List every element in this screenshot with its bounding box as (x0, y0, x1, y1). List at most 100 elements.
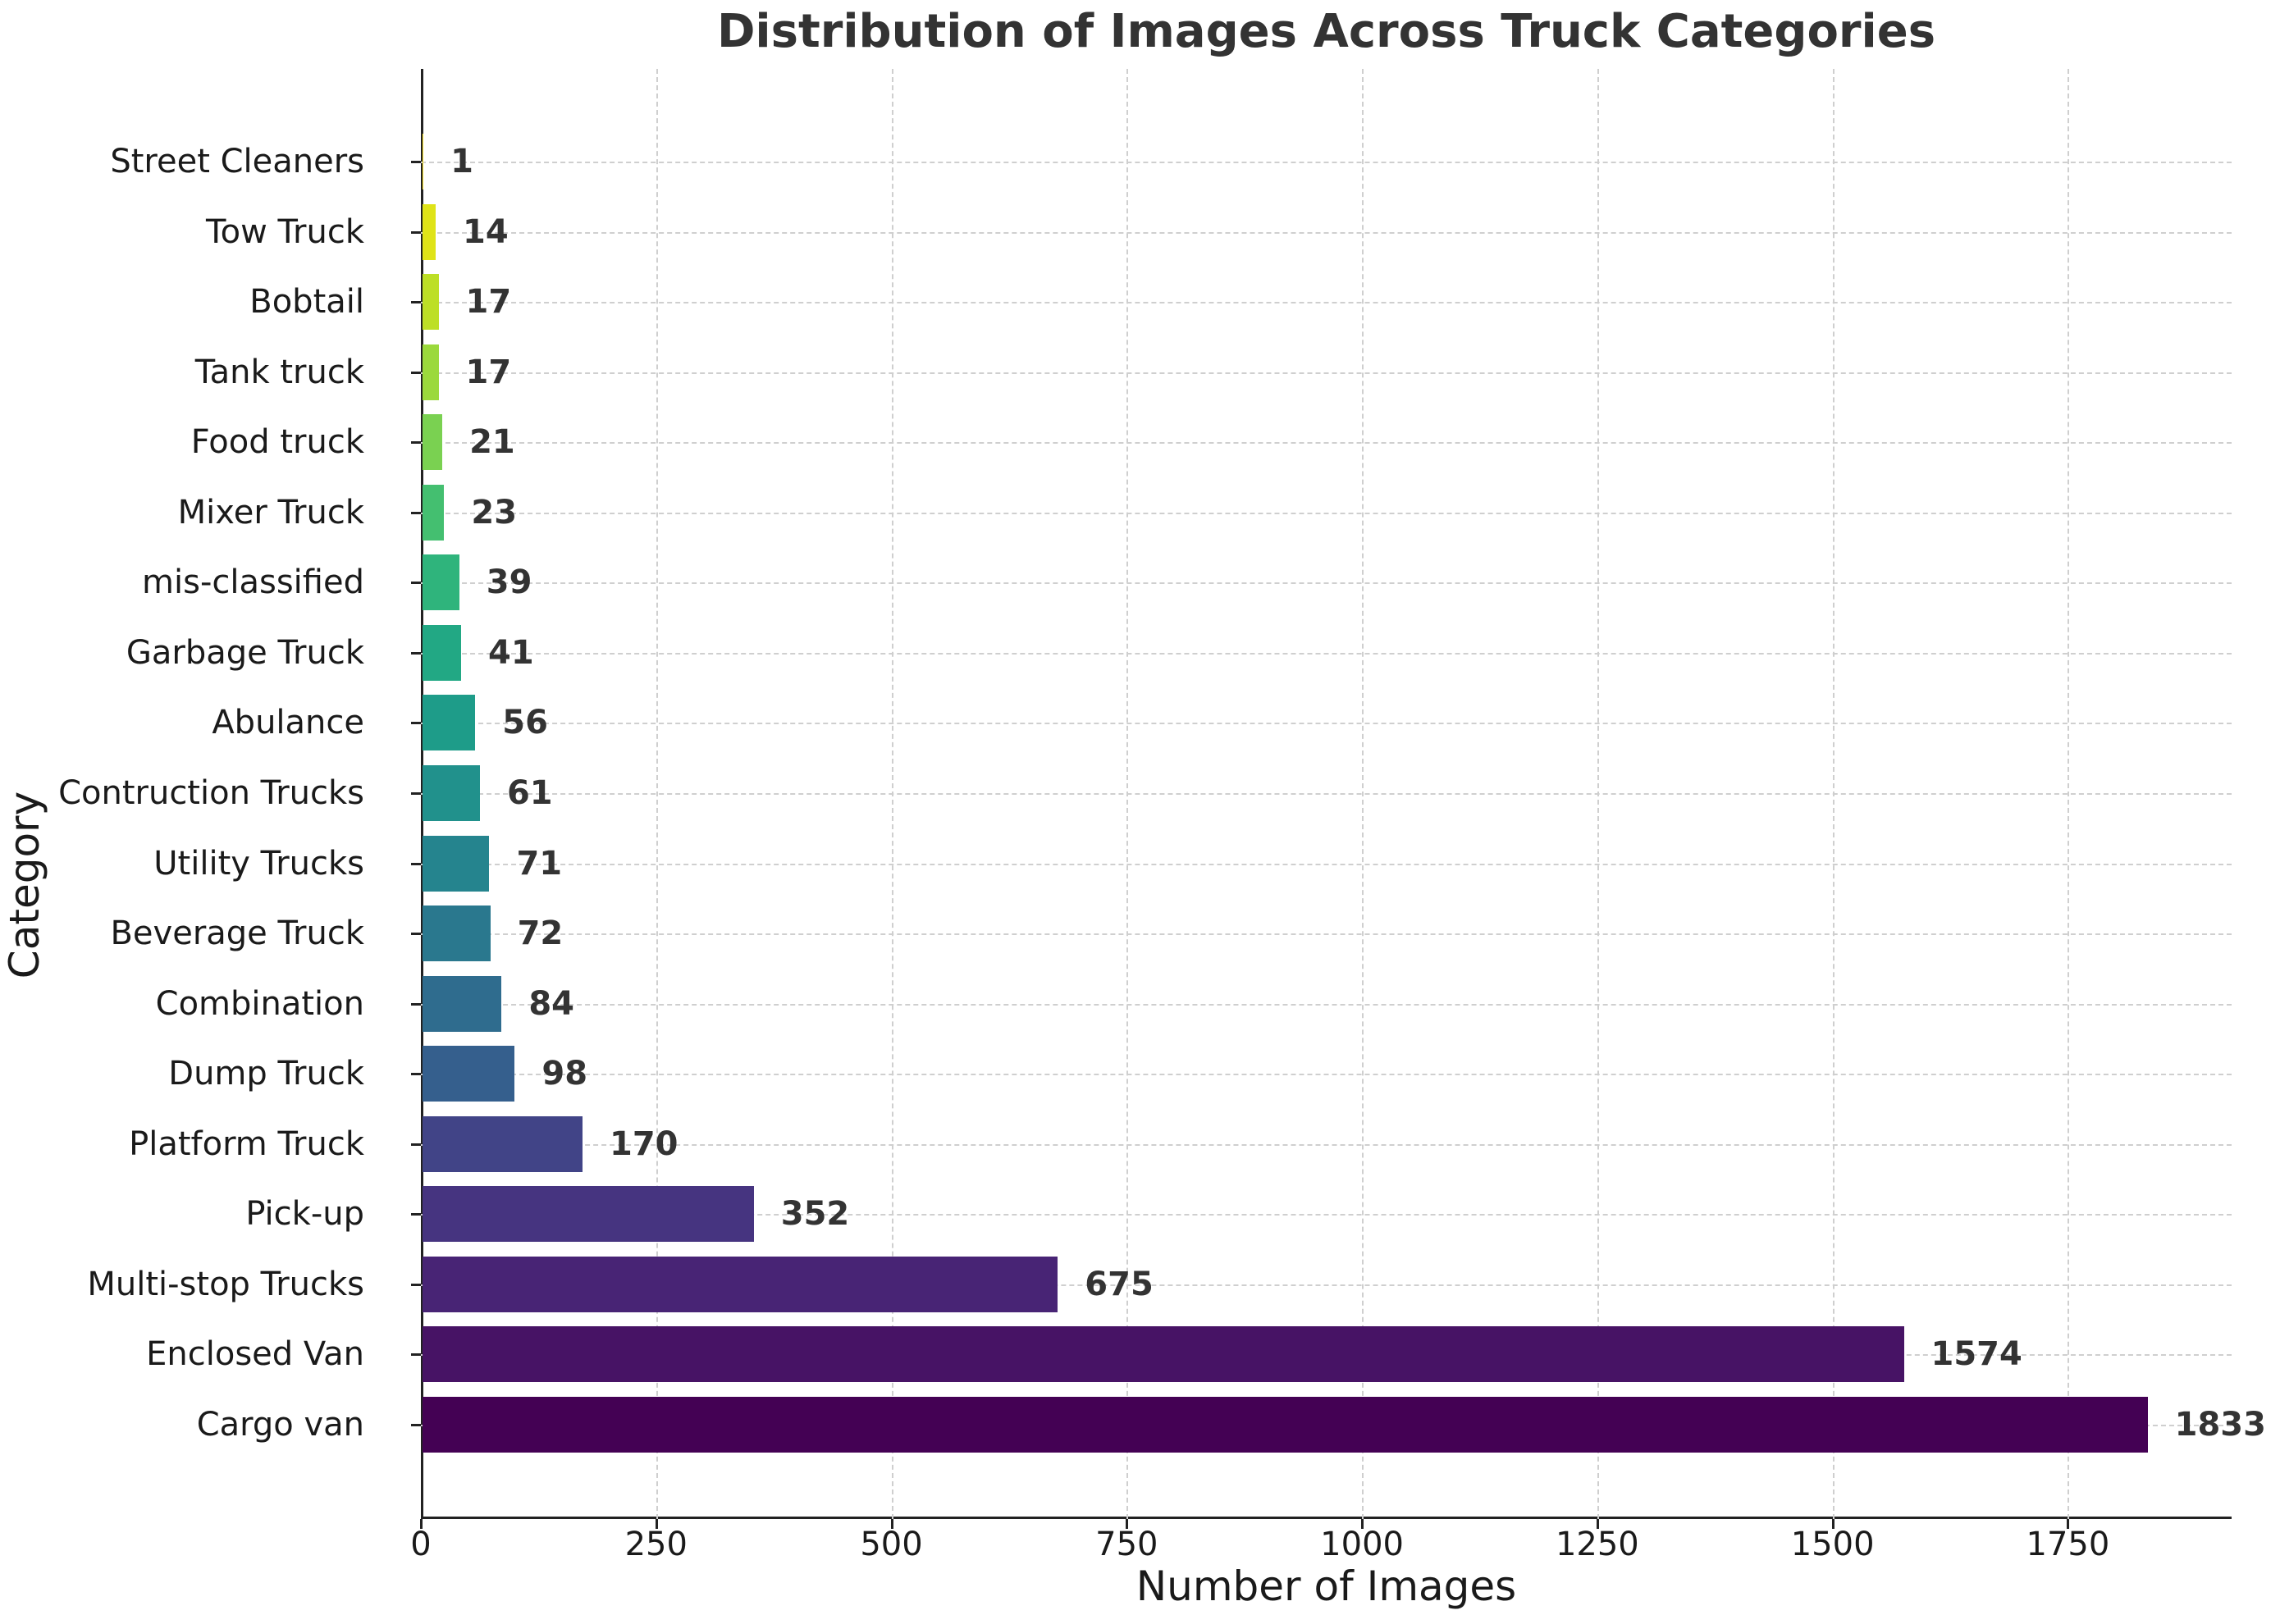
y-tick-mark (411, 301, 421, 304)
x-tick-mark (2067, 1519, 2070, 1529)
bar-value-label: 17 (465, 353, 512, 391)
y-tick-mark (411, 1283, 421, 1286)
x-tick-mark (1596, 1519, 1599, 1529)
y-tick-label: Tank truck (194, 353, 364, 391)
plot-area: 1833 Cargo van 1574 Enclosed Van 675 Multi-st… (58, 69, 2266, 1529)
bar-value-label: 17 (465, 283, 512, 322)
bar-value-label: 1574 (1930, 1335, 2022, 1374)
horizontal-gridline (421, 162, 2232, 163)
y-tick-mark (411, 722, 421, 725)
bar (423, 414, 443, 471)
x-axis-title: Number of Images (1135, 1562, 1517, 1610)
bar-value-label: 71 (516, 844, 563, 883)
x-tick-label: 1750 (2026, 1526, 2110, 1563)
horizontal-gridline (421, 231, 2232, 234)
bar-value-label: 56 (502, 704, 548, 742)
bar (423, 554, 459, 611)
horizontal-gridline (421, 652, 2232, 655)
y-tick-mark (411, 230, 421, 234)
bar-value-label: 21 (469, 423, 515, 462)
x-tick-mark (890, 1519, 893, 1529)
bar-value-label: 39 (486, 563, 532, 602)
bar-value-label: 61 (506, 774, 553, 812)
x-tick-label: 1500 (1790, 1526, 1875, 1563)
bar (423, 1115, 583, 1172)
horizontal-gridline (421, 442, 2232, 445)
y-tick-label: Beverage Truck (110, 915, 364, 953)
bar (423, 1256, 1058, 1312)
bar (423, 975, 502, 1032)
y-tick-label: Platform Truck (129, 1124, 364, 1163)
x-tick-mark (1361, 1519, 1364, 1529)
bar-value-label: 23 (471, 493, 518, 531)
x-tick-label: 250 (624, 1526, 688, 1563)
y-tick-mark (411, 1353, 421, 1357)
bar-value-label: 675 (1085, 1265, 1154, 1303)
y-tick-label: Enclosed Van (146, 1335, 364, 1374)
x-tick-label: 0 (410, 1526, 432, 1563)
bar (423, 1046, 515, 1102)
bar (423, 1397, 2148, 1453)
bar (423, 835, 490, 892)
y-tick-mark (411, 1143, 421, 1146)
y-tick-label: Bobtail (249, 283, 364, 322)
bar (423, 484, 445, 541)
bar (423, 765, 480, 821)
y-tick-label: Utility Trucks (153, 844, 364, 883)
bar-value-label: 41 (488, 633, 534, 672)
bar (423, 203, 436, 260)
bar (423, 906, 491, 962)
bar (423, 1326, 1904, 1383)
bar (423, 344, 439, 400)
y-tick-label: Dump Truck (168, 1055, 364, 1093)
y-tick-mark (411, 371, 421, 374)
x-tick-mark (1831, 1519, 1835, 1529)
x-tick-label: 500 (860, 1526, 923, 1563)
x-axis-line (421, 1517, 2232, 1519)
y-tick-mark (411, 582, 421, 585)
bar (423, 274, 439, 331)
y-tick-mark (411, 1213, 421, 1216)
y-tick-label: Street Cleaners (110, 143, 364, 180)
horizontal-gridline (421, 372, 2232, 374)
y-tick-mark (411, 1073, 421, 1076)
bar (423, 1186, 754, 1243)
horizontal-gridline (421, 1143, 2232, 1146)
horizontal-gridline (421, 1284, 2232, 1286)
x-tick-label: 750 (1095, 1526, 1158, 1563)
horizontal-gridline (421, 512, 2232, 514)
bar (423, 695, 476, 751)
y-tick-mark (411, 651, 421, 655)
bar-value-label: 84 (528, 984, 575, 1023)
horizontal-gridline (421, 1074, 2232, 1076)
y-tick-mark (411, 511, 421, 514)
x-tick-mark (420, 1519, 423, 1529)
y-tick-label: Multi-stop Trucks (87, 1265, 364, 1303)
y-tick-mark (411, 1424, 421, 1426)
horizontal-gridline (421, 302, 2232, 304)
horizontal-gridline (421, 793, 2232, 795)
y-tick-mark (411, 161, 421, 163)
y-tick-label: Combination (155, 984, 364, 1023)
chart-title: Distribution of Images Across Truck Cate… (716, 5, 1936, 58)
y-tick-label: mis-classified (142, 563, 364, 602)
bar (423, 624, 462, 681)
y-tick-label: Contruction Trucks (58, 774, 364, 812)
x-tick-label: 1000 (1320, 1526, 1404, 1563)
y-tick-label: Cargo van (196, 1406, 364, 1444)
bar-value-label: 98 (541, 1055, 588, 1093)
y-tick-label: Abulance (212, 704, 364, 742)
y-tick-mark (411, 441, 421, 445)
y-tick-label: Mixer Truck (177, 493, 364, 531)
y-tick-label: Garbage Truck (126, 633, 364, 672)
y-axis-title: Category (1, 791, 48, 979)
x-tick-mark (655, 1519, 658, 1529)
bar-value-label: 170 (610, 1124, 679, 1163)
bar-value-label: 14 (463, 212, 509, 251)
horizontal-gridline (421, 863, 2232, 865)
y-tick-label: Tow Truck (205, 212, 364, 251)
y-tick-label: Pick-up (245, 1195, 364, 1234)
y-tick-mark (411, 862, 421, 865)
y-tick-label: Food truck (190, 423, 364, 462)
y-tick-mark (411, 1002, 421, 1006)
